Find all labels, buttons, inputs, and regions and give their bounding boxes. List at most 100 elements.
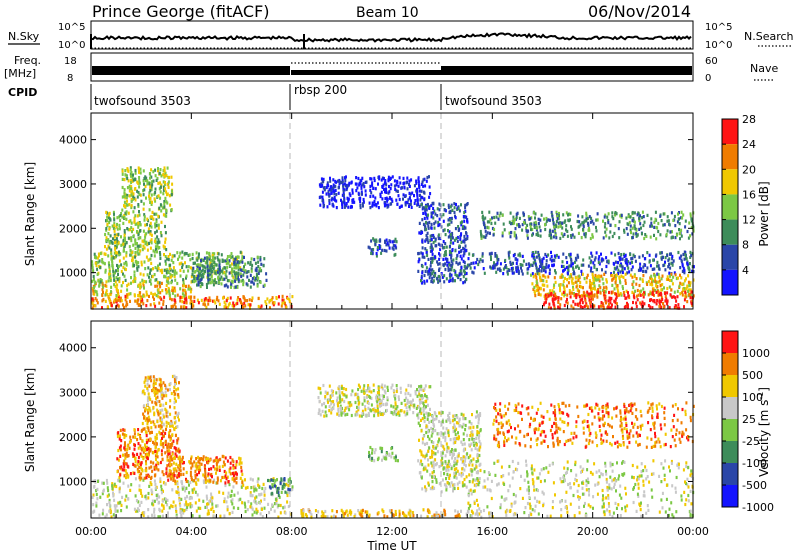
velocity-cell xyxy=(119,428,122,432)
power-cell xyxy=(139,236,142,240)
power-cell xyxy=(570,262,573,266)
power-cell xyxy=(511,267,514,271)
power-cell xyxy=(617,251,620,256)
power-cell xyxy=(224,303,227,307)
power-region-12 xyxy=(542,290,695,310)
power-cell xyxy=(137,283,140,287)
velocity-cell xyxy=(162,481,165,485)
power-cell xyxy=(684,290,687,294)
power-cell xyxy=(490,221,493,226)
velocity-cell xyxy=(216,481,219,485)
power-cell xyxy=(373,238,376,242)
power-cell xyxy=(404,194,406,198)
power-cell xyxy=(577,214,580,218)
power-cell xyxy=(447,203,450,207)
velocity-cell xyxy=(188,483,190,487)
power-cell xyxy=(554,292,557,296)
power-cell xyxy=(544,227,547,232)
velocity-cell xyxy=(239,457,242,461)
power-cell xyxy=(521,228,524,232)
power-cell xyxy=(132,280,135,284)
power-cell xyxy=(605,278,608,282)
power-cell xyxy=(569,212,572,217)
power-cell xyxy=(666,291,669,295)
power-cell xyxy=(620,274,623,278)
power-cell xyxy=(629,252,632,257)
velocity-cell xyxy=(153,393,156,397)
power-cell xyxy=(153,197,156,201)
power-cell xyxy=(132,243,135,247)
velocity-cell xyxy=(147,375,150,379)
velocity-cell xyxy=(228,483,231,487)
power-cell xyxy=(539,275,541,279)
power-cell xyxy=(425,227,428,231)
power-cell xyxy=(173,272,176,276)
power-cell xyxy=(182,269,185,273)
power-cell xyxy=(99,278,102,282)
velocity-cell xyxy=(253,499,256,503)
power-cell xyxy=(683,287,686,291)
power-cell xyxy=(431,260,434,264)
power-cell xyxy=(92,303,95,308)
power-cell xyxy=(191,252,194,256)
power-cell xyxy=(542,279,545,283)
power-cell xyxy=(344,176,346,180)
power-cell xyxy=(149,271,151,275)
velocity-cell xyxy=(172,471,175,475)
power-cell xyxy=(559,286,561,290)
velocity-cell xyxy=(174,446,177,451)
power-cell xyxy=(363,185,366,189)
power-cell xyxy=(421,196,424,200)
power-cell xyxy=(257,271,260,275)
velocity-cell xyxy=(144,407,147,411)
power-cell xyxy=(125,254,128,258)
power-cell xyxy=(608,290,610,295)
power-cell xyxy=(508,220,511,224)
power-cell xyxy=(104,293,107,297)
power-cell xyxy=(676,306,679,310)
power-cell xyxy=(432,240,435,245)
power-cell xyxy=(375,254,378,258)
power-cell xyxy=(464,244,467,248)
power-cell xyxy=(691,299,694,303)
power-cell xyxy=(567,281,570,285)
power-cell xyxy=(157,246,160,250)
power-cell xyxy=(133,273,136,278)
power-cell xyxy=(124,211,127,215)
power-cell xyxy=(127,292,130,296)
power-cell xyxy=(537,254,540,258)
power-cell xyxy=(187,287,190,291)
velocity-cell xyxy=(216,466,219,470)
power-cell xyxy=(239,250,242,254)
power-cell xyxy=(105,291,107,295)
power-cell xyxy=(481,252,484,256)
velocity-cell xyxy=(151,490,154,494)
power-cell xyxy=(598,284,601,288)
power-cell xyxy=(113,235,116,239)
power-cell xyxy=(110,252,113,256)
power-cell xyxy=(438,252,440,256)
power-cell xyxy=(545,216,548,221)
power-cell xyxy=(683,305,685,309)
velocity-cell xyxy=(177,395,180,399)
power-cell xyxy=(415,179,418,183)
power-cell xyxy=(125,202,128,207)
power-cell xyxy=(168,175,171,180)
power-cell xyxy=(579,298,582,302)
velocity-cell xyxy=(239,460,242,464)
power-cell xyxy=(157,169,159,173)
power-cell xyxy=(632,285,635,290)
velocity-cell xyxy=(164,390,167,394)
power-cell xyxy=(126,193,129,198)
power-cell xyxy=(614,253,617,257)
power-cell xyxy=(124,173,127,177)
power-cell xyxy=(689,255,692,259)
power-cell xyxy=(355,176,358,180)
power-cell xyxy=(481,216,484,220)
velocity-cell xyxy=(162,514,164,518)
power-cell xyxy=(654,277,656,281)
velocity-cell xyxy=(170,463,173,467)
power-cell xyxy=(428,267,431,271)
velocity-cell xyxy=(121,495,124,499)
velocity-cell xyxy=(142,478,145,482)
